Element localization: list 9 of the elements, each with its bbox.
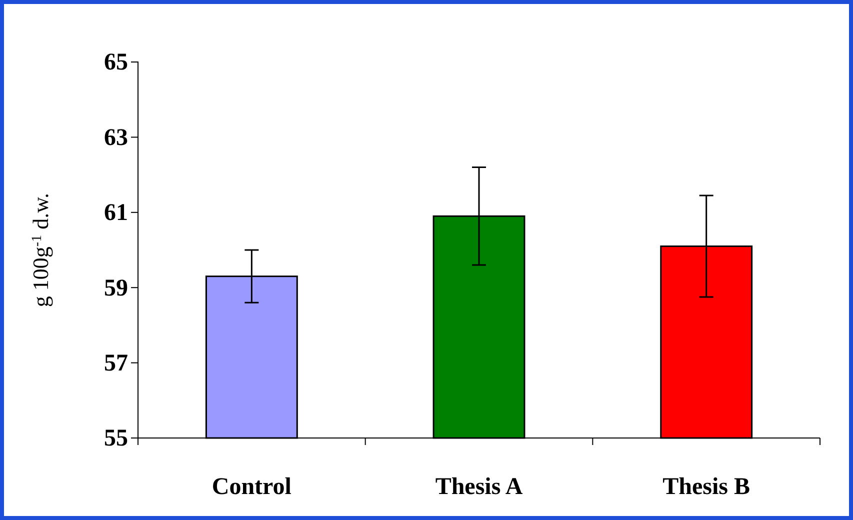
- x-tick-label: Thesis A: [435, 474, 524, 500]
- y-tick-label: 61: [104, 200, 128, 226]
- x-tick-label: Control: [212, 474, 292, 500]
- y-tick-label: 63: [104, 124, 128, 151]
- y-tick-label: 57: [104, 350, 128, 376]
- y-tick-label: 59: [104, 275, 128, 302]
- y-tick-label: 55: [104, 426, 128, 452]
- y-tick-label: 65: [104, 50, 128, 76]
- x-tick-label: Thesis B: [662, 474, 750, 500]
